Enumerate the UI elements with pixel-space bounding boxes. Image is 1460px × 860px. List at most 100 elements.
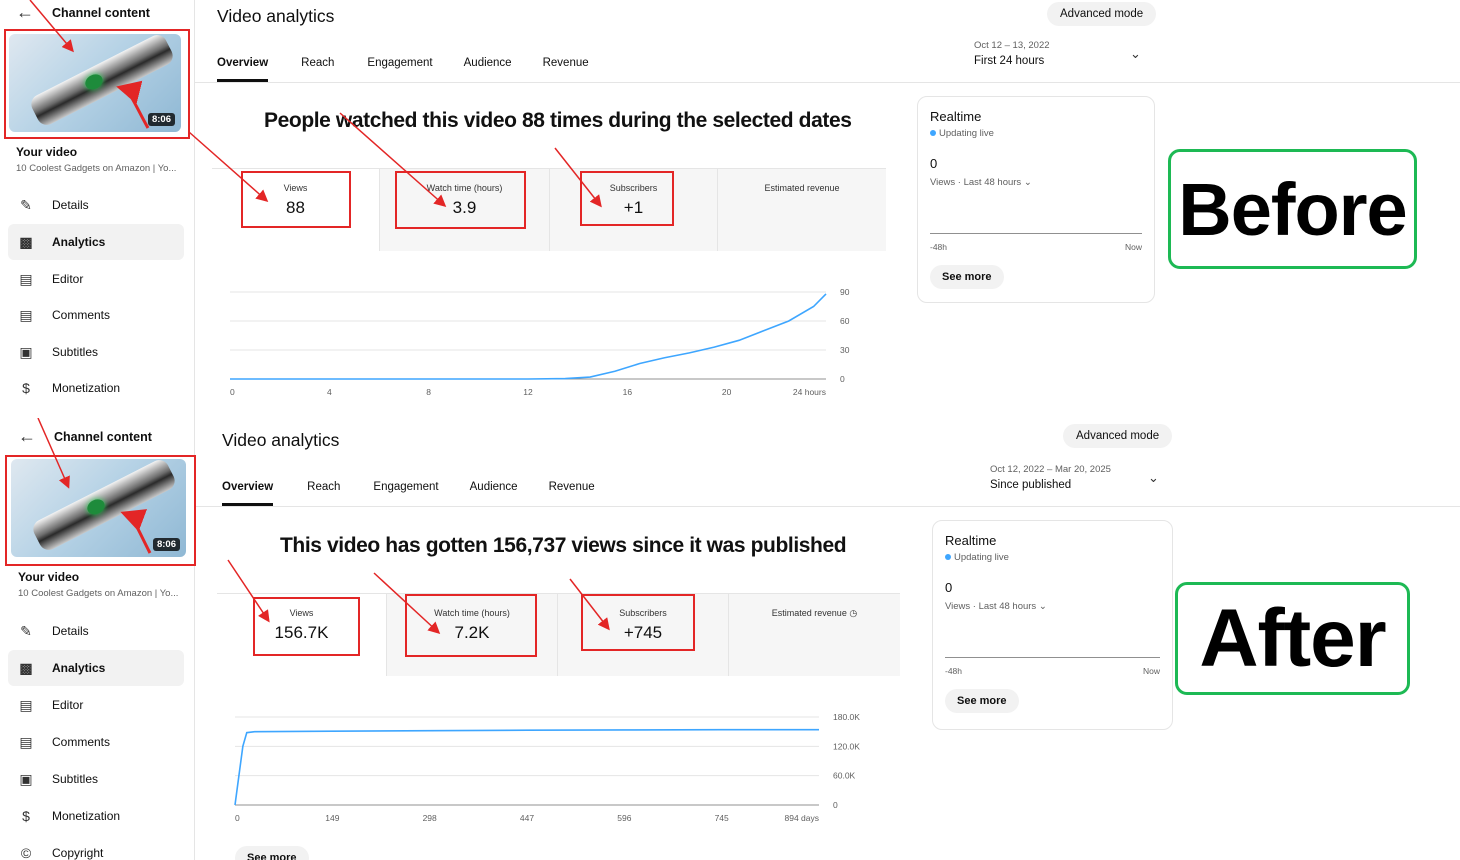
metric-label: Views bbox=[289, 608, 314, 618]
metric-value: +745 bbox=[623, 623, 663, 642]
see-more-button-bottom[interactable]: See more bbox=[235, 846, 309, 860]
see-more-button[interactable]: See more bbox=[930, 265, 1004, 289]
sidebar: ← Channel content 8:06 Your video 10 Coo… bbox=[0, 0, 195, 418]
metric-label: Estimated revenue bbox=[764, 183, 840, 193]
x-tick-label: 8 bbox=[426, 387, 431, 397]
tab-audience[interactable]: Audience bbox=[469, 481, 518, 493]
highlight-box-subscribers bbox=[581, 594, 695, 651]
metric-card-watch-time[interactable]: Watch time (hours) 7.2K bbox=[387, 594, 558, 676]
sidebar-item-monetization[interactable]: $ Monetization bbox=[8, 798, 184, 834]
arrow-left-icon: ← bbox=[18, 426, 36, 446]
realtime-card: Realtime Updating live 0 Views · Last 48… bbox=[917, 96, 1155, 303]
date-range: Oct 12, 2022 – Mar 20, 2025 bbox=[990, 464, 1111, 475]
tab-overview[interactable]: Overview bbox=[222, 481, 274, 506]
realtime-end: Now bbox=[1142, 666, 1160, 676]
x-tick-label: 0 bbox=[235, 813, 240, 823]
tab-engagement[interactable]: Engagement bbox=[367, 57, 433, 69]
sidebar-item-label: Analytics bbox=[52, 235, 106, 249]
advanced-mode-button[interactable]: Advanced mode bbox=[1063, 424, 1173, 448]
x-tick-label: 16 bbox=[623, 387, 633, 397]
metric-card-revenue[interactable]: Estimated revenue bbox=[718, 169, 886, 251]
highlight-box-views bbox=[253, 597, 360, 656]
sidebar-item-editor[interactable]: ▤ Editor bbox=[8, 687, 184, 723]
sidebar-item-details[interactable]: ✎ Details bbox=[8, 613, 184, 649]
after-stamp: After bbox=[1175, 582, 1410, 695]
y-tick-label: 120.0K bbox=[833, 741, 860, 751]
video-title[interactable]: 10 Coolest Gadgets on Amazon | Yo... bbox=[16, 163, 177, 174]
realtime-end: Now bbox=[1124, 242, 1142, 252]
realtime-title: Realtime bbox=[945, 533, 997, 548]
x-tick-label: 894 days bbox=[785, 813, 820, 823]
y-tick-label: 60.0K bbox=[833, 771, 856, 781]
x-tick-label: 745 bbox=[715, 813, 729, 823]
realtime-views-label: Views · Last 48 hours bbox=[930, 177, 1022, 188]
sidebar-item-details[interactable]: ✎ Details bbox=[8, 187, 184, 223]
bar-chart-icon: ▩ bbox=[19, 233, 33, 250]
sidebar-item-copyright[interactable]: © Copyright bbox=[8, 835, 184, 860]
sidebar-item-label: Monetization bbox=[52, 381, 121, 395]
sidebar-item-label: Monetization bbox=[52, 809, 121, 823]
metric-card-revenue[interactable]: Estimated revenue ◷ bbox=[729, 594, 900, 676]
copyright-icon: © bbox=[20, 845, 32, 860]
chevron-down-icon[interactable]: ⌄ bbox=[1148, 470, 1159, 485]
subtitles-icon: ▣ bbox=[19, 770, 33, 787]
tab-reach[interactable]: Reach bbox=[301, 57, 335, 69]
sidebar-item-comments[interactable]: ▤ Comments bbox=[8, 724, 184, 760]
duration-badge: 8:06 bbox=[147, 113, 175, 126]
date-picker[interactable]: Oct 12, 2022 – Mar 20, 2025 Since publis… bbox=[990, 464, 1111, 491]
date-label: First 24 hours bbox=[974, 55, 1045, 67]
updating-live: Updating live bbox=[930, 128, 994, 139]
see-more-button[interactable]: See more bbox=[945, 689, 1019, 713]
highlight-box-views bbox=[241, 171, 351, 228]
back-to-channel-content[interactable]: ← Channel content bbox=[18, 426, 152, 447]
sidebar-item-editor[interactable]: ▤ Editor bbox=[8, 261, 184, 297]
back-label: Channel content bbox=[52, 5, 150, 20]
tab-reach[interactable]: Reach bbox=[307, 481, 341, 493]
advanced-mode-button[interactable]: Advanced mode bbox=[1047, 2, 1157, 26]
page-title: Video analytics bbox=[222, 430, 340, 450]
before-stamp: Before bbox=[1168, 149, 1417, 269]
realtime-card: Realtime Updating live 0 Views · Last 48… bbox=[932, 520, 1173, 730]
back-label: Channel content bbox=[54, 429, 152, 444]
sidebar-item-monetization[interactable]: $ Monetization bbox=[8, 370, 184, 406]
sidebar-item-analytics[interactable]: ▩ Analytics bbox=[8, 650, 184, 686]
arrow-left-icon: ← bbox=[16, 2, 34, 22]
views-series-line bbox=[230, 293, 827, 380]
video-thumbnail[interactable]: 8:06 bbox=[11, 459, 186, 557]
realtime-views-selector[interactable]: Views · Last 48 hours ⌄ bbox=[930, 177, 1032, 188]
tab-revenue[interactable]: Revenue bbox=[548, 481, 595, 493]
tab-revenue[interactable]: Revenue bbox=[542, 57, 589, 69]
before-panel: ← Channel content 8:06 Your video 10 Coo… bbox=[0, 0, 1460, 418]
tab-overview[interactable]: Overview bbox=[217, 57, 269, 82]
chevron-down-icon[interactable]: ⌄ bbox=[1130, 46, 1141, 61]
back-to-channel-content[interactable]: ← Channel content bbox=[16, 2, 150, 23]
tab-bar: Overview Reach Engagement Audience Reven… bbox=[217, 57, 589, 82]
metric-value: 3.9 bbox=[452, 198, 477, 217]
sidebar-item-label: Comments bbox=[52, 308, 111, 322]
sidebar-item-subtitles[interactable]: ▣ Subtitles bbox=[8, 334, 184, 370]
metric-value: +1 bbox=[623, 198, 644, 217]
video-thumbnail[interactable]: 8:06 bbox=[9, 34, 181, 132]
tab-engagement[interactable]: Engagement bbox=[373, 481, 439, 493]
comment-icon: ▤ bbox=[19, 306, 33, 323]
sidebar-item-comments[interactable]: ▤ Comments bbox=[8, 297, 184, 333]
sidebar-item-analytics[interactable]: ▩ Analytics bbox=[8, 224, 184, 260]
video-title[interactable]: 10 Coolest Gadgets on Amazon | Yo... bbox=[18, 588, 179, 599]
realtime-views-selector[interactable]: Views · Last 48 hours ⌄ bbox=[945, 601, 1047, 612]
y-tick-label: 60 bbox=[840, 316, 850, 326]
realtime-title: Realtime bbox=[930, 109, 982, 124]
realtime-baseline bbox=[930, 233, 1142, 234]
y-tick-label: 90 bbox=[840, 287, 850, 297]
date-range: Oct 12 – 13, 2022 bbox=[974, 40, 1050, 51]
x-tick-label: 447 bbox=[520, 813, 534, 823]
sidebar-item-subtitles[interactable]: ▣ Subtitles bbox=[8, 761, 184, 797]
clock-icon: ◷ bbox=[849, 608, 858, 618]
sidebar: ← Channel content 8:06 Your video 10 Coo… bbox=[0, 418, 195, 860]
date-picker[interactable]: Oct 12 – 13, 2022 First 24 hours bbox=[974, 40, 1050, 67]
metric-label: Views bbox=[283, 183, 308, 193]
sidebar-item-label: Editor bbox=[52, 698, 84, 712]
after-panel: ← Channel content 8:06 Your video 10 Coo… bbox=[0, 418, 1460, 860]
sidebar-item-label: Comments bbox=[52, 735, 111, 749]
realtime-baseline bbox=[945, 657, 1160, 658]
tab-audience[interactable]: Audience bbox=[463, 57, 512, 69]
